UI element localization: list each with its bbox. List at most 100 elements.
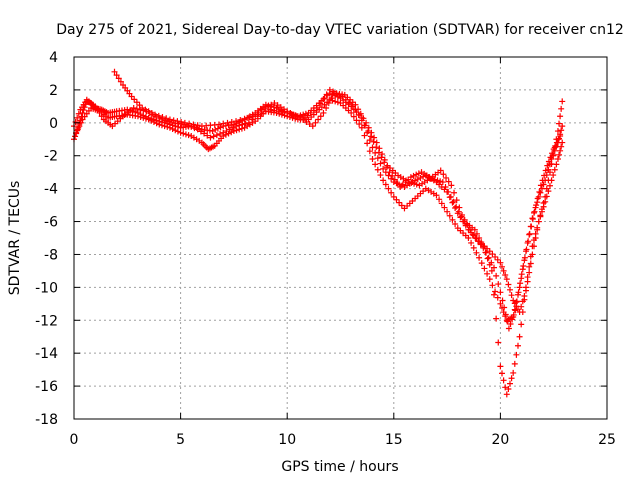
data-point — [558, 127, 565, 134]
data-point — [557, 147, 564, 154]
data-point — [554, 128, 561, 135]
data-point — [502, 311, 509, 318]
data-point — [411, 180, 418, 187]
y-tick-label: -8 — [44, 247, 58, 263]
data-point — [502, 272, 509, 279]
data-point — [532, 230, 539, 237]
data-point — [439, 179, 446, 186]
data-point — [134, 113, 141, 120]
data-point — [508, 292, 515, 299]
data-point — [445, 178, 452, 185]
data-point — [545, 158, 552, 165]
data-point — [489, 251, 496, 258]
data-point — [197, 128, 204, 135]
data-point — [544, 162, 551, 169]
data-point — [376, 145, 383, 152]
data-point — [559, 123, 566, 130]
data-point — [142, 115, 149, 122]
data-point — [537, 189, 544, 196]
data-point — [194, 126, 201, 133]
data-point — [314, 105, 321, 112]
y-tick-label: -12 — [35, 313, 58, 329]
data-point — [559, 98, 566, 105]
data-point — [492, 253, 499, 260]
data-point — [332, 98, 339, 105]
data-point — [542, 167, 549, 174]
data-point — [75, 110, 82, 117]
y-tick-label: -18 — [35, 412, 58, 428]
data-point — [528, 223, 535, 230]
data-point — [317, 113, 324, 120]
y-axis-label: SDTVAR / TECUs — [7, 181, 23, 296]
data-point — [353, 117, 360, 124]
data-point — [518, 271, 525, 278]
data-point — [362, 122, 369, 129]
data-point — [315, 116, 322, 123]
data-point — [491, 264, 498, 271]
data-point — [413, 171, 420, 178]
data-point — [505, 385, 512, 392]
data-point — [495, 281, 502, 288]
data-point — [556, 120, 563, 127]
data-point — [236, 122, 243, 129]
data-point — [389, 172, 396, 179]
data-point — [557, 113, 564, 120]
data-point — [268, 101, 275, 108]
data-point — [245, 114, 252, 121]
data-point — [437, 178, 444, 185]
data-point — [366, 148, 373, 155]
y-tick-label: 2 — [49, 83, 58, 99]
data-point — [464, 221, 471, 228]
data-point — [557, 132, 564, 139]
data-point — [148, 117, 155, 124]
data-point — [442, 183, 449, 190]
data-point — [115, 75, 122, 82]
data-point — [524, 274, 531, 281]
data-point — [500, 377, 507, 384]
data-point — [498, 263, 505, 270]
data-point — [527, 253, 534, 260]
data-point — [497, 300, 504, 307]
data-point — [230, 128, 237, 135]
data-point — [356, 121, 363, 128]
data-point — [498, 370, 505, 377]
data-point — [267, 106, 274, 113]
data-point — [511, 360, 518, 367]
data-point — [245, 119, 252, 126]
data-point — [522, 284, 529, 291]
data-point — [451, 189, 458, 196]
data-point — [515, 289, 522, 296]
data-point — [328, 95, 335, 102]
data-point — [470, 244, 477, 251]
data-point — [396, 199, 403, 206]
data-point — [346, 100, 353, 107]
data-point — [265, 103, 272, 110]
data-point — [365, 124, 372, 131]
data-point — [323, 91, 330, 98]
data-point — [72, 133, 79, 140]
data-point — [502, 384, 509, 391]
data-point — [493, 315, 500, 322]
data-point — [534, 224, 541, 231]
data-point — [441, 204, 448, 211]
x-tick-label: 25 — [598, 432, 616, 448]
data-point — [449, 216, 456, 223]
data-point — [323, 105, 330, 112]
data-point — [209, 128, 216, 135]
data-point — [391, 176, 398, 183]
data-point — [188, 123, 195, 130]
data-point — [76, 123, 83, 130]
data-point — [366, 137, 373, 144]
plot-frame — [73, 56, 608, 420]
data-point — [185, 122, 192, 129]
data-point — [550, 146, 557, 153]
data-point — [113, 72, 120, 79]
data-point — [111, 68, 118, 75]
data-point — [446, 212, 453, 219]
data-point — [261, 105, 268, 112]
data-point — [374, 166, 381, 173]
data-point — [140, 114, 147, 121]
data-point — [363, 119, 370, 126]
data-point — [499, 297, 506, 304]
data-point — [96, 109, 103, 116]
